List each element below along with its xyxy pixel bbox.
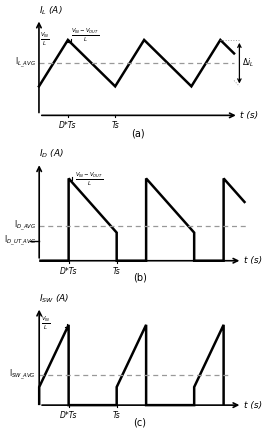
Text: I$_{L\_AVG}$: I$_{L\_AVG}$ xyxy=(15,56,36,70)
Text: Ts: Ts xyxy=(113,411,120,420)
Text: (a): (a) xyxy=(131,128,145,138)
Text: I$_{D\_AVG}$: I$_{D\_AVG}$ xyxy=(14,218,36,233)
Text: $\Delta i_L$: $\Delta i_L$ xyxy=(242,57,255,69)
Text: I$_D$ (A): I$_D$ (A) xyxy=(39,148,64,160)
Text: I$_L$ (A): I$_L$ (A) xyxy=(39,4,63,17)
Text: D*Ts: D*Ts xyxy=(60,267,77,276)
Text: $\frac{V_{IN}}{L}$: $\frac{V_{IN}}{L}$ xyxy=(40,30,50,47)
Text: Ts: Ts xyxy=(111,121,119,130)
Text: I$_{SW}$ (A): I$_{SW}$ (A) xyxy=(39,292,69,305)
Text: t (s): t (s) xyxy=(240,111,258,120)
Text: D*Ts: D*Ts xyxy=(60,411,77,420)
Text: (b): (b) xyxy=(133,273,147,283)
Text: t (s): t (s) xyxy=(244,256,262,265)
Text: $\frac{V_{IN}-V_{OUT}}{L}$: $\frac{V_{IN}-V_{OUT}}{L}$ xyxy=(75,171,103,187)
Text: t (s): t (s) xyxy=(244,401,262,410)
Text: Ts: Ts xyxy=(113,267,120,276)
Text: I$_{SW\_AVG}$: I$_{SW\_AVG}$ xyxy=(9,368,36,382)
Text: $\frac{V_{IN}-V_{OUT}}{L}$: $\frac{V_{IN}-V_{OUT}}{L}$ xyxy=(71,26,99,44)
Text: (c): (c) xyxy=(134,417,146,427)
Text: I$_{D\_UT\_AVG}$: I$_{D\_UT\_AVG}$ xyxy=(4,233,36,248)
Text: D*Ts: D*Ts xyxy=(59,121,77,130)
Text: $\frac{V_{IN}}{L}$: $\frac{V_{IN}}{L}$ xyxy=(41,315,51,332)
